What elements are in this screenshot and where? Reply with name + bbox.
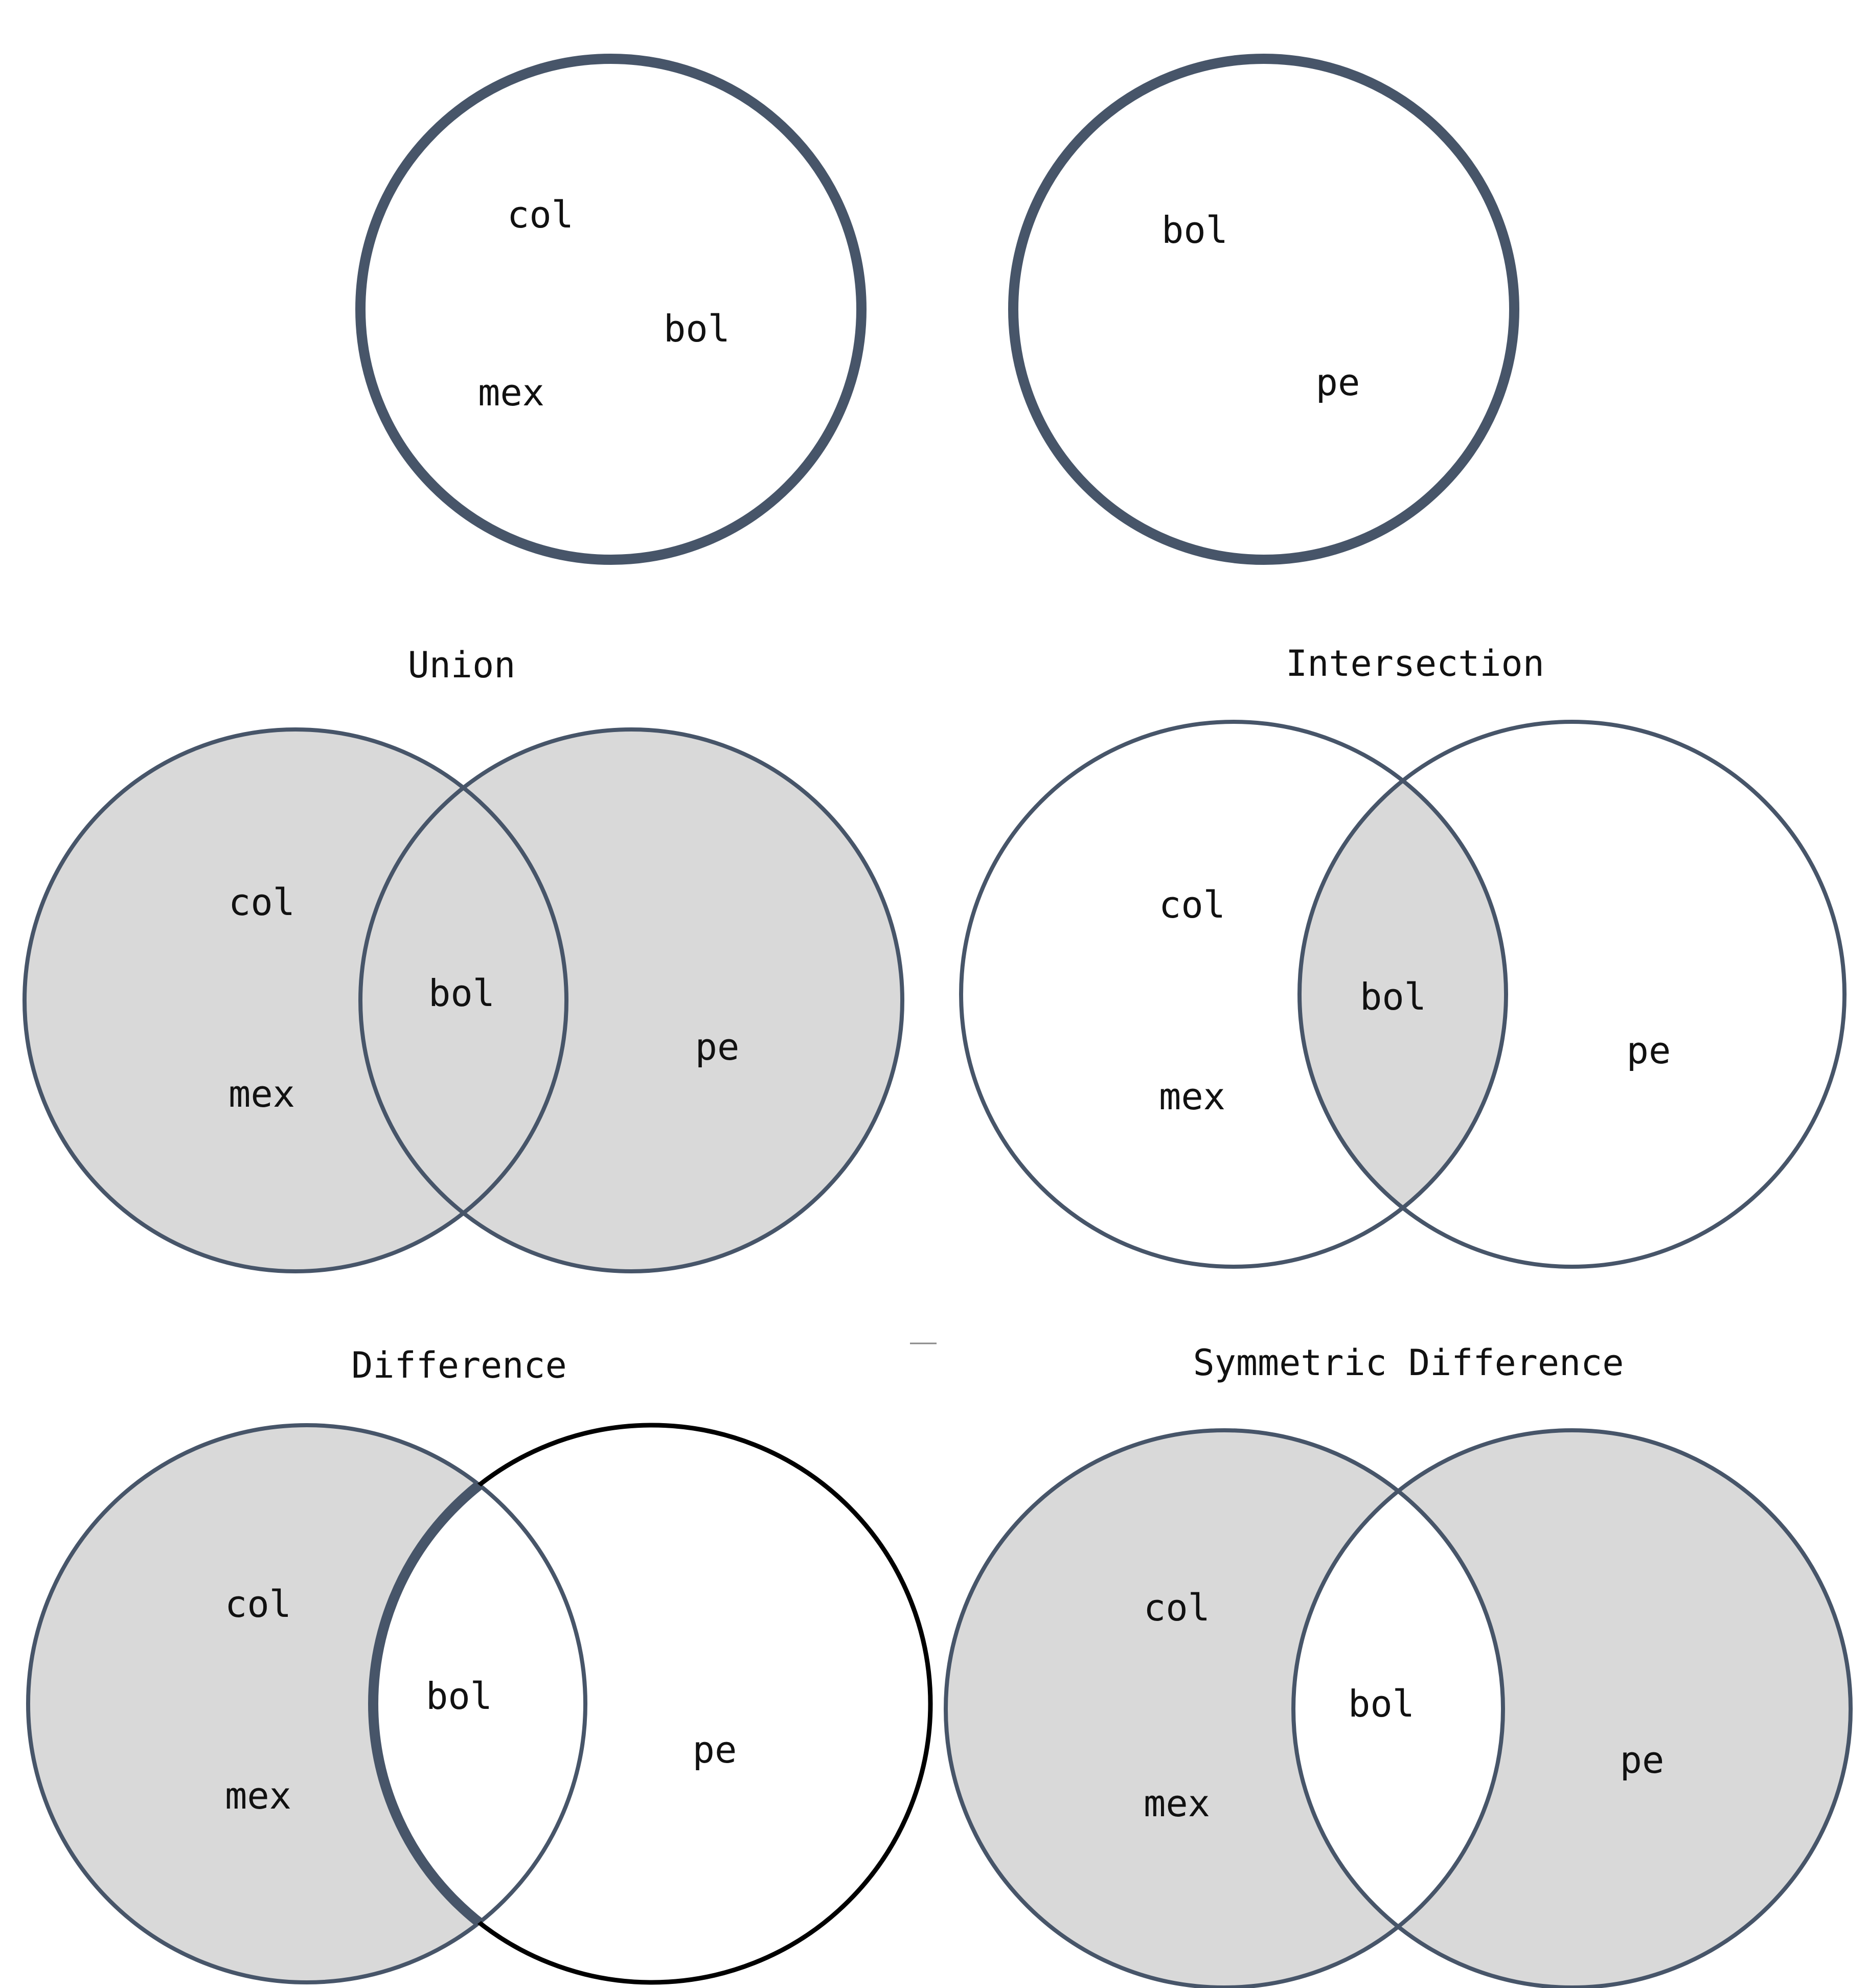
intersection-right-circle bbox=[1297, 720, 1847, 1269]
difference-right-mask bbox=[373, 1425, 930, 1982]
set-a-circle bbox=[355, 54, 867, 565]
symmetric-difference-diagram: Symmetric Difference col mex bol pe bbox=[944, 1342, 1853, 1988]
difference-label-pe: pe bbox=[693, 1728, 737, 1771]
union-label-mex: mex bbox=[229, 1072, 295, 1115]
intersection-label-bol: bol bbox=[1360, 975, 1426, 1018]
intersection-label-pe: pe bbox=[1627, 1029, 1671, 1072]
intersection-overlap-fill bbox=[1300, 722, 1506, 1267]
intersection-left-circle bbox=[959, 720, 1508, 1269]
set-a-element-2: bol bbox=[664, 307, 730, 350]
symmetric-left-circle bbox=[944, 1428, 1505, 1988]
symmetric-right-circle bbox=[1291, 1428, 1853, 1988]
symmetric-label-mex: mex bbox=[1144, 1782, 1210, 1825]
symmetric-label-pe: pe bbox=[1620, 1739, 1665, 1781]
set-a-diagram: col bol mex bbox=[355, 54, 867, 565]
symmetric-difference-title: Symmetric Difference bbox=[1193, 1342, 1624, 1384]
difference-label-mex: mex bbox=[225, 1774, 291, 1817]
intersection-diagram: Intersection col mex bol pe bbox=[959, 643, 1847, 1269]
set-b-element-1: bol bbox=[1161, 209, 1228, 252]
difference-diagram: Difference col mex bol pe bbox=[26, 1344, 933, 1985]
symmetric-label-col: col bbox=[1144, 1586, 1210, 1629]
difference-label-bol: bol bbox=[426, 1675, 492, 1718]
difference-boundary-arc bbox=[368, 1425, 585, 1982]
union-label-pe: pe bbox=[695, 1025, 740, 1068]
difference-label-col: col bbox=[225, 1583, 291, 1626]
intersection-title: Intersection bbox=[1286, 643, 1544, 684]
symmetric-label-bol: bol bbox=[1348, 1682, 1415, 1725]
union-right-circle bbox=[358, 727, 904, 1273]
union-right-fill bbox=[360, 729, 902, 1271]
intersection-label-mex: mex bbox=[1159, 1075, 1225, 1118]
union-diagram: Union col mex bol pe bbox=[22, 644, 904, 1273]
union-label-bol: bol bbox=[428, 972, 495, 1015]
difference-title: Difference bbox=[351, 1344, 566, 1386]
set-b-circle bbox=[1008, 54, 1519, 565]
symmetric-overlap-mask bbox=[1293, 1430, 1503, 1987]
difference-left-circle bbox=[26, 1423, 587, 1984]
union-label-col: col bbox=[229, 881, 295, 924]
set-b-diagram: bol pe bbox=[1008, 54, 1519, 565]
set-a-element-3: mex bbox=[478, 371, 544, 414]
union-left-circle bbox=[22, 727, 568, 1273]
set-b-element-2: pe bbox=[1316, 361, 1360, 404]
set-a-element-1: col bbox=[507, 193, 574, 236]
union-title: Union bbox=[408, 644, 516, 686]
intersection-label-col: col bbox=[1159, 883, 1225, 926]
